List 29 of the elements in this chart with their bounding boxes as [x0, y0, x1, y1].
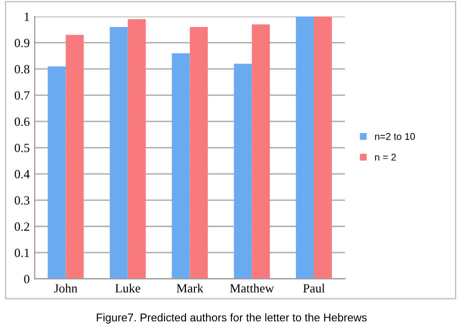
bar: [252, 24, 270, 279]
y-tick-label: 0.8: [14, 64, 30, 74]
y-tick-label: 0.7: [14, 91, 30, 100]
y-tick-label: 1: [24, 12, 30, 21]
bar: [66, 34, 84, 279]
y-tick-label: 0.2: [14, 222, 30, 231]
y-tick-label: 0.5: [14, 144, 30, 152]
caption: Figure7. Predicted authors for the letter to the Hebrews: [96, 313, 367, 324]
bar: [128, 19, 146, 279]
y-tick-label: 0.3: [14, 196, 30, 205]
legend-label: n = 2: [375, 154, 396, 161]
legend-label: n=2 to 10: [375, 133, 415, 140]
bar: [110, 26, 128, 279]
bar: [172, 53, 190, 279]
y-tick-label: 0.4: [14, 170, 30, 178]
y-tick-label: 0.6: [14, 117, 30, 126]
y-tick-label: 0: [24, 274, 30, 284]
bar: [190, 26, 208, 279]
bar: [234, 64, 252, 279]
y-tick-label: 0.1: [14, 248, 30, 258]
x-tick-label: Mark: [176, 284, 204, 293]
bar: [296, 16, 314, 279]
y-tick-label: 0.9: [14, 38, 30, 48]
bar: [48, 66, 66, 279]
x-tick-label: John: [54, 284, 78, 293]
x-tick-label: Paul: [303, 284, 325, 293]
x-tick-label: Luke: [115, 284, 140, 293]
x-tick-label: Matthew: [230, 284, 274, 293]
bar: [314, 16, 332, 279]
